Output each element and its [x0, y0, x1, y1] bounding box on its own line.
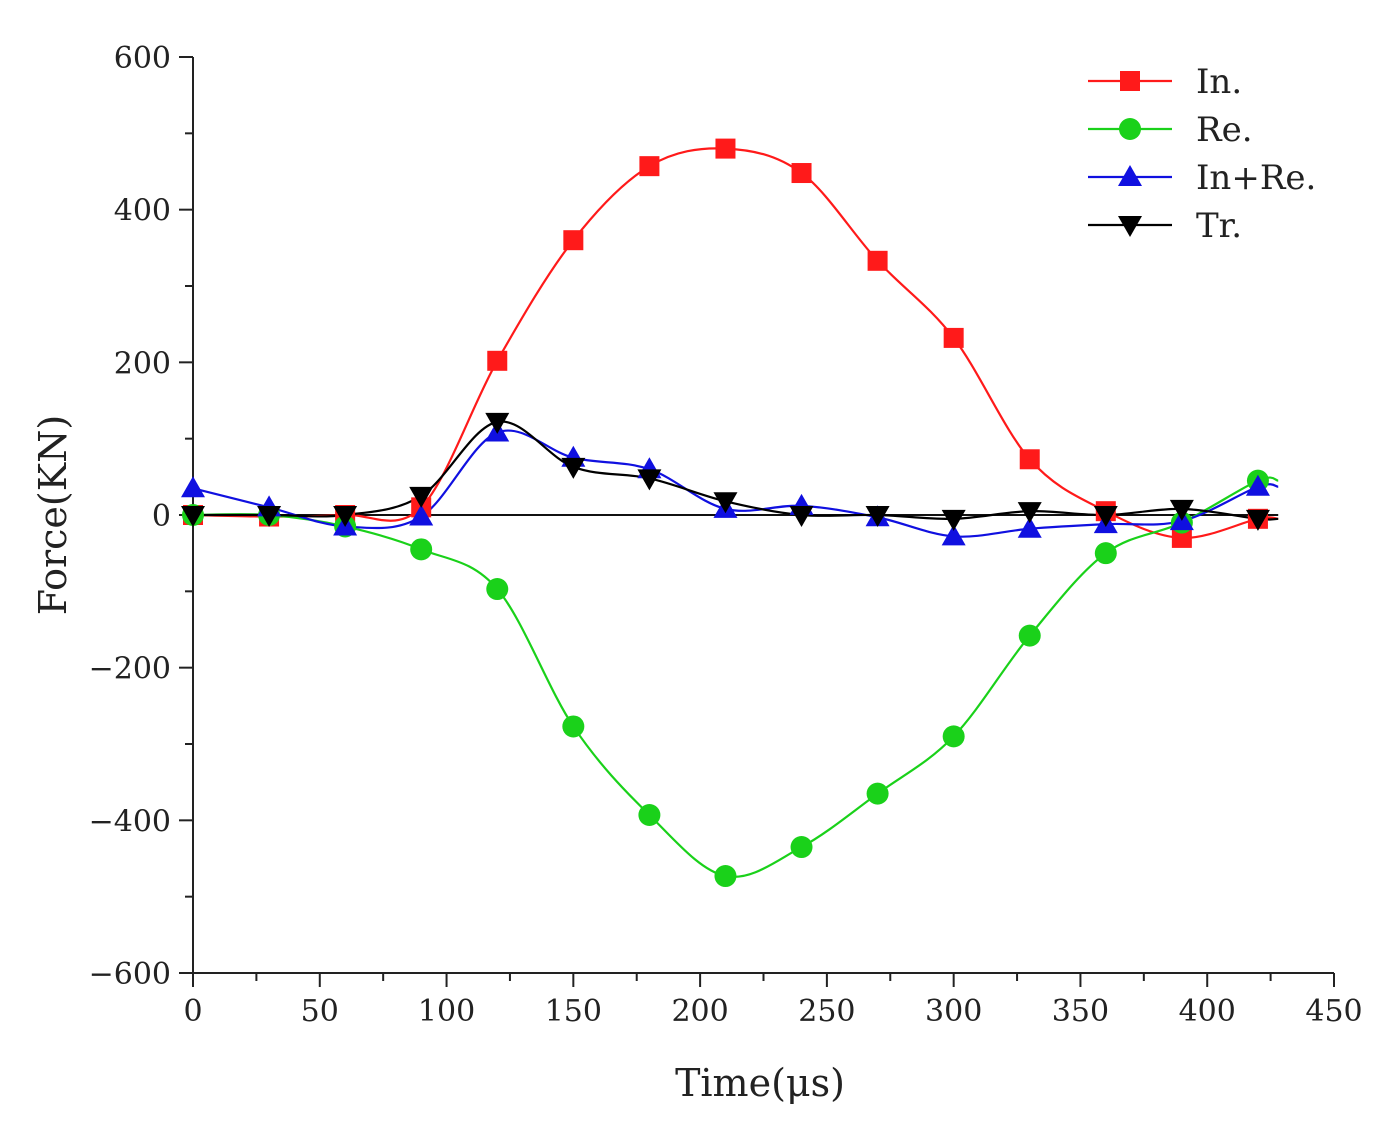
series-line-tr: [193, 420, 1279, 521]
point-in-re: [181, 476, 205, 498]
series-line-re: [192, 476, 1279, 879]
x-tick-label: 0: [183, 994, 202, 1029]
x-axis-title: Time(μs): [675, 1061, 845, 1105]
x-tick-label: 100: [418, 994, 475, 1029]
point-tr: [713, 492, 738, 514]
point-in-re: [409, 504, 434, 526]
point-tr: [333, 506, 358, 527]
point-tr: [561, 457, 586, 479]
y-tick-label: −400: [89, 804, 171, 839]
y-tick-label: −600: [89, 957, 171, 992]
legend: In. Re. In+Re. Tr.: [1088, 62, 1316, 246]
series-line-in-re: [192, 429, 1279, 538]
legend-label-in-re: In+Re.: [1196, 158, 1316, 198]
point-tr: [1017, 502, 1042, 524]
point-re: [942, 725, 965, 748]
point-re: [638, 803, 661, 826]
point-re: [562, 715, 585, 738]
point-in: [563, 230, 584, 251]
point-re: [790, 836, 813, 859]
point-re: [486, 578, 509, 601]
point-in-re: [941, 524, 966, 546]
x-tick-label: 250: [798, 994, 855, 1029]
x-tick-label: 450: [1305, 994, 1362, 1029]
x-tick-label: 350: [1052, 994, 1109, 1029]
point-tr: [637, 469, 662, 491]
point-in: [715, 138, 736, 159]
x-tick-label: 200: [671, 994, 728, 1029]
point-in: [1171, 527, 1192, 548]
point-tr: [409, 486, 434, 508]
chart-axes: 0 50 100 150 200 250 300 350 400 450 −600 −400 −200 0…: [89, 41, 1363, 1029]
legend-marker-in: [1120, 71, 1140, 91]
point-tr: [1169, 499, 1194, 521]
point-re: [1094, 542, 1117, 565]
y-axis-title: Force(KN): [31, 415, 75, 615]
legend-label-re: Re.: [1196, 110, 1253, 150]
point-in-re: [1245, 474, 1270, 496]
point-tr: [1093, 506, 1118, 527]
point-re: [410, 538, 433, 561]
point-tr: [181, 506, 205, 527]
point-re: [714, 865, 737, 888]
y-tick-label: 0: [152, 499, 171, 534]
x-tick-label: 400: [1179, 994, 1236, 1029]
point-in: [791, 163, 812, 184]
point-in: [487, 350, 508, 371]
point-tr: [485, 412, 510, 434]
point-in: [867, 250, 888, 271]
legend-marker-tr: [1118, 216, 1142, 237]
point-tr: [941, 509, 966, 531]
legend-marker-in-re: [1118, 165, 1142, 186]
y-tick-label: −200: [89, 652, 171, 687]
point-in: [943, 327, 964, 348]
point-tr: [1245, 509, 1270, 531]
point-tr: [865, 506, 890, 527]
x-tick-label: 50: [301, 994, 339, 1029]
y-tick-label: 600: [114, 41, 171, 76]
point-re: [866, 782, 889, 805]
series-line-in: [192, 147, 1279, 540]
point-tr: [257, 506, 282, 527]
legend-label-in: In.: [1196, 62, 1242, 102]
point-in: [639, 156, 660, 177]
legend-marker-re: [1119, 118, 1141, 140]
y-tick-label: 400: [114, 194, 171, 229]
series-markers: [181, 138, 1270, 888]
x-tick-label: 300: [925, 994, 982, 1029]
legend-label-tr: Tr.: [1196, 206, 1242, 246]
point-tr: [789, 506, 814, 527]
point-in-re: [1017, 516, 1042, 538]
x-tick-label: 150: [545, 994, 602, 1029]
point-in: [1019, 449, 1040, 470]
point-re: [1018, 624, 1041, 647]
y-tick-label: 200: [114, 346, 171, 381]
